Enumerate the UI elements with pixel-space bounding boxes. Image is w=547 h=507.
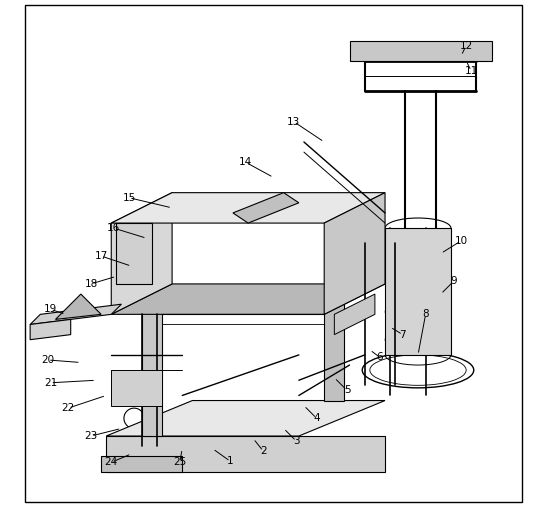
Polygon shape xyxy=(111,193,385,223)
Text: 13: 13 xyxy=(287,117,300,127)
Text: 18: 18 xyxy=(84,279,97,289)
Polygon shape xyxy=(55,294,101,319)
Text: 9: 9 xyxy=(450,276,457,286)
Polygon shape xyxy=(385,228,451,355)
Text: 21: 21 xyxy=(44,378,57,388)
Text: 20: 20 xyxy=(42,355,55,365)
Polygon shape xyxy=(117,223,152,284)
Polygon shape xyxy=(111,370,162,406)
Text: 22: 22 xyxy=(62,403,75,413)
Text: 17: 17 xyxy=(95,251,108,261)
Polygon shape xyxy=(334,294,375,335)
Polygon shape xyxy=(101,456,182,472)
Polygon shape xyxy=(142,279,162,436)
Text: 3: 3 xyxy=(293,436,300,446)
Polygon shape xyxy=(30,304,121,324)
Text: 7: 7 xyxy=(399,330,406,340)
Polygon shape xyxy=(111,284,385,314)
Polygon shape xyxy=(111,193,172,314)
Text: 11: 11 xyxy=(464,66,478,76)
Text: 14: 14 xyxy=(239,157,252,167)
Text: 10: 10 xyxy=(455,236,468,246)
Text: 24: 24 xyxy=(104,457,118,467)
Text: 19: 19 xyxy=(44,304,57,314)
Text: 4: 4 xyxy=(313,413,320,423)
Polygon shape xyxy=(233,193,299,223)
Text: 1: 1 xyxy=(227,456,234,466)
Polygon shape xyxy=(350,41,492,61)
Text: 5: 5 xyxy=(344,385,350,395)
Text: 2: 2 xyxy=(260,446,267,456)
Polygon shape xyxy=(324,193,385,314)
Text: 8: 8 xyxy=(422,309,429,319)
Text: 16: 16 xyxy=(107,223,120,233)
Text: 6: 6 xyxy=(377,352,383,363)
Text: 23: 23 xyxy=(84,431,97,441)
Polygon shape xyxy=(30,319,71,340)
Polygon shape xyxy=(106,436,385,472)
Polygon shape xyxy=(106,401,385,436)
Text: 25: 25 xyxy=(173,457,187,467)
Text: 15: 15 xyxy=(123,193,136,203)
Polygon shape xyxy=(324,294,345,401)
Text: 12: 12 xyxy=(459,41,473,51)
